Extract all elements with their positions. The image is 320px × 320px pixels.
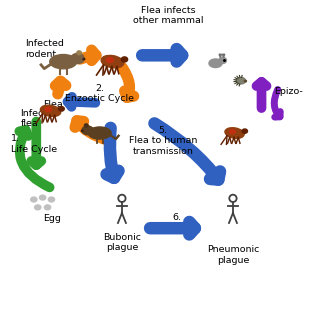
Ellipse shape xyxy=(45,107,52,112)
Ellipse shape xyxy=(219,57,227,63)
Ellipse shape xyxy=(242,129,247,133)
Text: Infected
rodent: Infected rodent xyxy=(25,39,64,59)
Ellipse shape xyxy=(48,197,55,202)
Ellipse shape xyxy=(236,77,245,84)
Polygon shape xyxy=(222,54,225,57)
Ellipse shape xyxy=(101,55,124,68)
Text: 1.
Life Cycle: 1. Life Cycle xyxy=(11,134,57,154)
Ellipse shape xyxy=(88,127,111,139)
Text: Egg: Egg xyxy=(43,214,61,223)
Text: Infected
flea: Infected flea xyxy=(20,109,59,128)
Ellipse shape xyxy=(44,205,51,210)
Ellipse shape xyxy=(81,130,83,132)
Ellipse shape xyxy=(77,51,81,55)
Ellipse shape xyxy=(121,57,128,62)
Text: Bubonic
plague: Bubonic plague xyxy=(103,233,141,252)
Ellipse shape xyxy=(84,124,88,127)
Ellipse shape xyxy=(229,130,235,134)
Text: 5.
Flea to human
transmission: 5. Flea to human transmission xyxy=(129,126,197,156)
Ellipse shape xyxy=(244,80,246,82)
Ellipse shape xyxy=(106,58,113,63)
Text: Pneumonic
plague: Pneumonic plague xyxy=(207,245,259,265)
Ellipse shape xyxy=(71,53,84,64)
Ellipse shape xyxy=(83,59,85,60)
Ellipse shape xyxy=(82,126,93,135)
Text: 2.
Enzootic Cycle: 2. Enzootic Cycle xyxy=(65,84,134,103)
Text: Flea infects
other mammal: Flea infects other mammal xyxy=(133,6,203,25)
Text: Flea: Flea xyxy=(43,100,62,109)
Ellipse shape xyxy=(59,107,64,111)
Ellipse shape xyxy=(40,105,61,116)
Ellipse shape xyxy=(39,195,46,200)
Ellipse shape xyxy=(225,128,244,138)
Ellipse shape xyxy=(35,205,41,210)
Text: Epizo-: Epizo- xyxy=(274,87,303,96)
Text: 6.: 6. xyxy=(172,212,181,221)
Ellipse shape xyxy=(209,59,222,68)
Polygon shape xyxy=(219,54,221,57)
Ellipse shape xyxy=(31,197,37,202)
Ellipse shape xyxy=(50,54,77,69)
